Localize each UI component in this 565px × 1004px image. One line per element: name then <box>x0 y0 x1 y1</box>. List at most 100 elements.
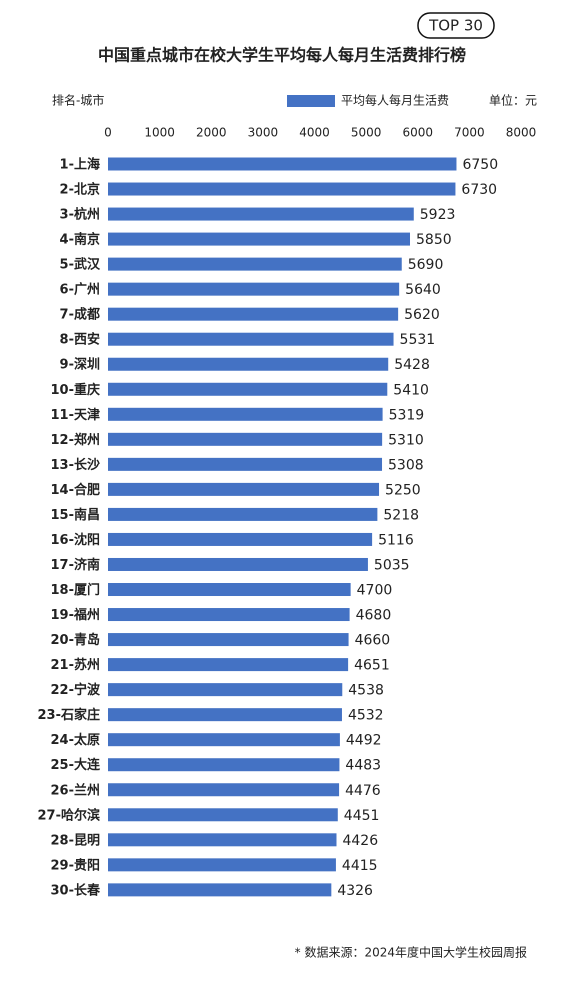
x-tick-label: 5000 <box>351 126 382 140</box>
category-label: 22-宁波 <box>51 682 101 698</box>
bar <box>108 633 349 647</box>
category-label: 4-南京 <box>60 232 100 248</box>
category-label: 21-苏州 <box>51 657 101 673</box>
category-label: 15-南昌 <box>51 507 101 523</box>
value-label: 4476 <box>345 783 381 799</box>
bar <box>108 708 342 722</box>
source-note: * 数据来源：2024年度中国大学生校园周报 <box>295 945 527 960</box>
category-label: 8-西安 <box>60 332 100 348</box>
bar <box>108 282 400 296</box>
category-label: 9-深圳 <box>60 357 100 373</box>
x-tick-label: 7000 <box>454 126 485 140</box>
category-label: 28-昆明 <box>51 832 101 848</box>
value-label: 5531 <box>400 332 436 348</box>
bar <box>108 883 332 897</box>
category-label: 3-杭州 <box>60 207 100 223</box>
bar <box>108 608 350 622</box>
bar <box>108 257 402 271</box>
value-label: 4651 <box>354 658 390 674</box>
bar <box>108 557 368 571</box>
category-label: 24-太原 <box>51 732 101 748</box>
y-axis-label: 排名-城市 <box>52 93 104 108</box>
value-label: 5410 <box>393 382 429 398</box>
bar <box>108 307 399 321</box>
value-label: 4326 <box>337 883 373 899</box>
category-label: 29-贵阳 <box>51 857 101 873</box>
bar <box>108 407 383 421</box>
value-label: 6750 <box>462 157 498 173</box>
value-label: 4700 <box>357 583 393 599</box>
bar <box>108 833 337 847</box>
category-label: 30-长春 <box>51 882 101 898</box>
value-label: 5116 <box>378 532 414 548</box>
category-label: 25-大连 <box>51 757 101 773</box>
category-label: 13-长沙 <box>51 457 101 473</box>
bar <box>108 858 336 872</box>
value-label: 5923 <box>420 207 456 223</box>
value-label: 5035 <box>374 557 410 573</box>
x-tick-label: 3000 <box>248 126 279 140</box>
legend-swatch <box>287 95 335 107</box>
category-label: 10-重庆 <box>51 382 101 398</box>
badge-frame <box>417 12 495 39</box>
value-label: 5850 <box>416 232 452 248</box>
category-label: 5-武汉 <box>60 257 101 273</box>
category-label: 14-合肥 <box>51 482 101 498</box>
x-tick-label: 8000 <box>506 126 537 140</box>
bar <box>108 733 340 747</box>
bar <box>108 783 340 797</box>
value-label: 5218 <box>383 507 419 523</box>
x-tick-label: 4000 <box>299 126 330 140</box>
value-label: 5640 <box>405 282 441 298</box>
category-label: 27-哈尔滨 <box>38 807 101 823</box>
value-label: 5690 <box>408 257 444 273</box>
bar <box>108 808 338 822</box>
bar <box>108 532 373 546</box>
value-label: 4532 <box>348 708 384 724</box>
value-label: 4415 <box>342 858 378 874</box>
unit-label: 单位：元 <box>489 93 537 108</box>
bar <box>108 232 411 246</box>
bar <box>108 683 343 697</box>
bar <box>108 207 414 221</box>
category-label: 12-郑州 <box>51 432 101 448</box>
bar <box>108 157 457 171</box>
category-label: 7-成都 <box>60 307 100 323</box>
bar <box>108 382 388 396</box>
value-label: 5319 <box>389 407 425 423</box>
value-label: 5308 <box>388 457 424 473</box>
bar <box>108 357 389 371</box>
value-label: 5428 <box>394 357 430 373</box>
value-label: 5620 <box>404 307 440 323</box>
category-label: 6-广州 <box>60 282 100 298</box>
category-label: 23-石家庄 <box>38 707 101 723</box>
value-label: 4451 <box>344 808 380 824</box>
x-tick-label: 1000 <box>144 126 175 140</box>
bar <box>108 332 394 346</box>
value-label: 6730 <box>461 182 497 198</box>
bar <box>108 583 351 597</box>
bar <box>108 457 383 471</box>
value-label: 4680 <box>356 608 392 624</box>
value-label: 4660 <box>355 633 391 649</box>
bar <box>108 482 380 496</box>
chart-title: 中国重点城市在校大学生平均每人每月生活费排行榜 <box>98 46 466 65</box>
category-label: 2-北京 <box>60 182 100 198</box>
badge: TOP 30 <box>428 17 483 35</box>
bar <box>108 507 378 521</box>
value-label: 4538 <box>348 683 384 699</box>
category-label: 18-厦门 <box>51 582 101 598</box>
bar <box>108 432 383 446</box>
value-label: 4426 <box>342 833 378 849</box>
value-label: 4492 <box>346 733 382 749</box>
value-label: 4483 <box>345 758 381 774</box>
category-label: 11-天津 <box>51 407 101 423</box>
value-label: 5250 <box>385 482 421 498</box>
bar <box>108 758 340 772</box>
category-label: 19-福州 <box>51 607 101 623</box>
category-label: 26-兰州 <box>51 782 101 798</box>
category-label: 16-沈阳 <box>51 532 101 548</box>
legend-label: 平均每人每月生活费 <box>341 93 449 108</box>
